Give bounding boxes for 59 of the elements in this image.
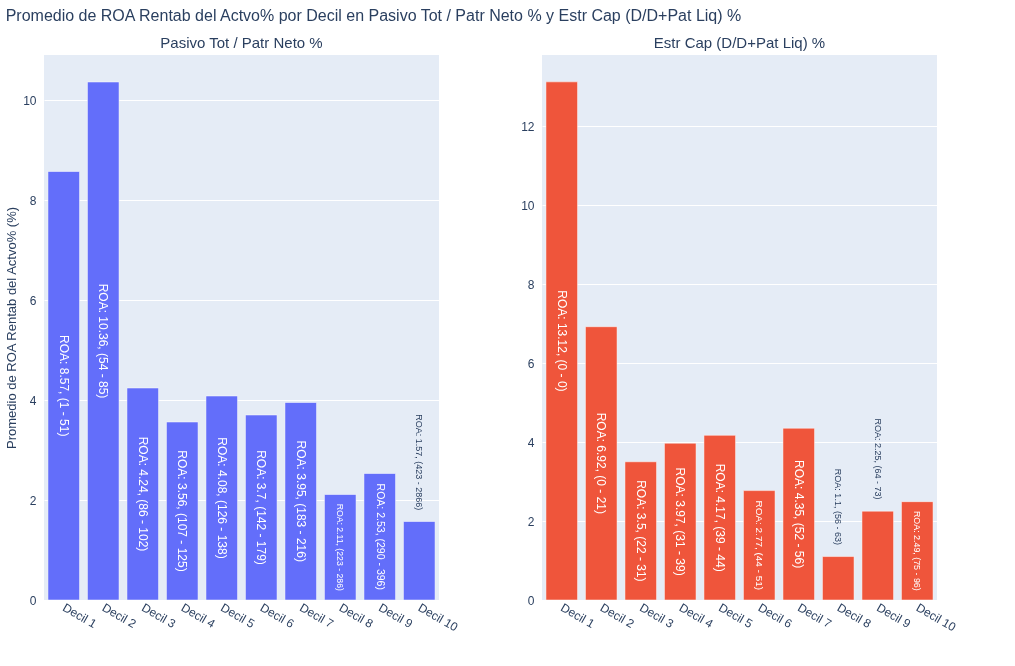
data-label: ROA: 10.36, (54 - 85) <box>96 283 111 399</box>
data-label: ROA: 13.12, (0 - 0) <box>554 290 569 392</box>
y-tick-label: 8 <box>29 193 37 208</box>
y-tick-label: 6 <box>527 356 535 371</box>
x-tick-label: Decil 8 <box>834 600 874 632</box>
data-label: ROA: 1.1, (56 - 63) <box>833 468 844 545</box>
y-tick-label: 0 <box>527 593 535 608</box>
y-tick-label: 0 <box>29 593 37 608</box>
data-label: ROA: 1.57, (423 - 2866) <box>414 414 425 511</box>
x-tick-label: Decil 3 <box>637 600 677 632</box>
x-tick-label: Decil 9 <box>874 600 914 632</box>
y-tick-label: 12 <box>521 119 535 134</box>
y-tick-label: 10 <box>521 198 535 213</box>
data-label: ROA: 2.77, (44 - 51) <box>754 500 766 591</box>
x-tick-label: Decil 7 <box>795 600 835 632</box>
x-tick-label: Decil 5 <box>716 600 756 632</box>
y-tick-label: 2 <box>29 493 37 508</box>
data-label: ROA: 4.08, (126 - 138) <box>214 437 229 559</box>
x-tick-label: Decil 7 <box>297 600 337 632</box>
y-tick-label: 8 <box>527 277 535 292</box>
data-label: ROA: 4.24, (86 - 102) <box>135 436 150 552</box>
x-tick-label: Decil 5 <box>218 600 258 632</box>
x-tick-label: Decil 3 <box>139 600 179 632</box>
bar <box>403 521 436 601</box>
chart-subtitle: Estr Cap (D/D+Pat Liq) % <box>653 34 826 51</box>
x-tick-label: Decil 9 <box>376 600 416 632</box>
bar <box>822 556 855 601</box>
x-tick-label: Decil 2 <box>99 600 139 632</box>
x-tick-label: Decil 4 <box>676 600 716 632</box>
data-label: ROA: 3.5, (22 - 31) <box>633 480 648 582</box>
chart-subtitle: Pasivo Tot / Patr Neto % <box>160 34 323 51</box>
x-tick-label: Decil 10 <box>913 600 959 635</box>
x-tick-label: Decil 2 <box>597 600 637 632</box>
data-label: ROA: 3.7, (142 - 179) <box>254 450 269 565</box>
y-tick-label: 4 <box>29 393 37 408</box>
y-axis-title: Promedio de ROA Rentab del Actvo% (%) <box>4 206 20 450</box>
data-label: ROA: 3.95, (183 - 216) <box>293 440 308 562</box>
x-tick-label: Decil 6 <box>257 600 297 632</box>
data-label: ROA: 6.92, (0 - 21) <box>594 412 609 515</box>
data-label: ROA: 8.57, (1 - 51) <box>56 335 71 437</box>
y-tick-label: 6 <box>29 293 37 308</box>
x-tick-label: Decil 4 <box>178 600 218 632</box>
data-label: ROA: 3.97, (31 - 39) <box>673 467 688 576</box>
data-label: ROA: 4.35, (52 - 56) <box>791 460 806 569</box>
y-tick-label: 10 <box>23 93 37 108</box>
data-label: ROA: 2.11, (223 - 286) <box>335 503 346 591</box>
data-label: ROA: 2.49, (75 - 96) <box>912 510 923 591</box>
y-tick-label: 4 <box>527 435 535 450</box>
data-label: ROA: 3.56, (107 - 125) <box>175 450 190 572</box>
data-label: ROA: 4.17, (39 - 44) <box>712 463 727 572</box>
data-label: ROA: 2.25, (64 - 73) <box>872 418 883 500</box>
chart-title: Promedio de ROA Rentab del Actvo% por Decil en Pasivo Tot / Patr Neto % y Estr Cap (D/D+Pat Liq) % <box>5 7 742 24</box>
x-tick-label: Decil 1 <box>60 600 100 632</box>
x-tick-label: Decil 1 <box>558 600 598 632</box>
y-tick-label: 2 <box>527 514 535 529</box>
x-tick-label: Decil 6 <box>755 600 795 632</box>
x-tick-label: Decil 8 <box>336 600 376 632</box>
x-tick-label: Decil 10 <box>415 600 461 635</box>
data-label: ROA: 2.53, (290 - 396) <box>374 483 387 590</box>
